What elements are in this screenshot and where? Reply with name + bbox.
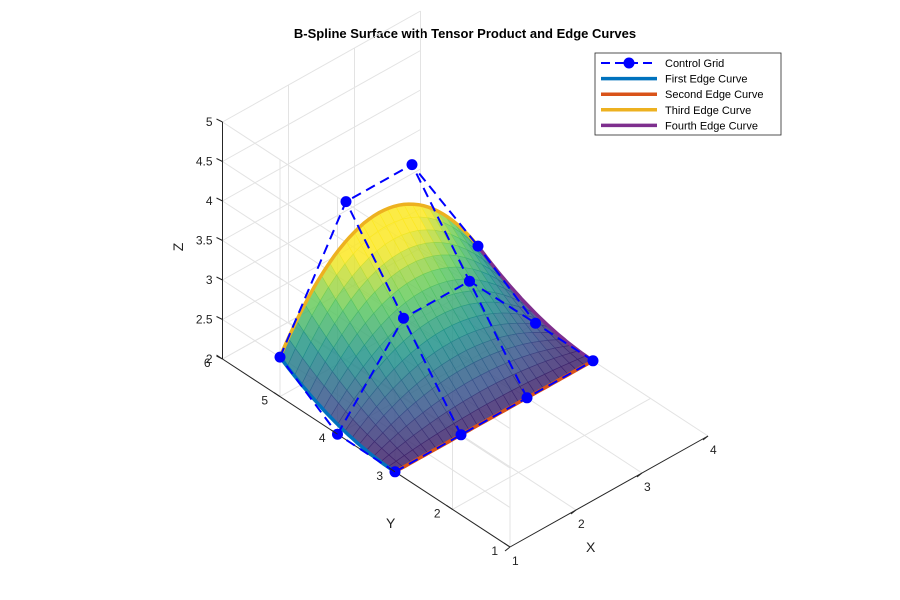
legend[interactable]: Control Grid First Edge Curve Second Edge …	[594, 52, 782, 136]
control-point	[530, 317, 541, 329]
z-tick-label: 3.5	[196, 234, 213, 248]
z-tick-label: 2.5	[196, 313, 213, 327]
control-point	[340, 196, 352, 208]
chart-title: B-Spline Surface with Tensor Product and…	[294, 26, 636, 41]
y-tick-label: 6	[204, 356, 211, 370]
z-tick-label: 4	[206, 194, 213, 208]
legend-entry-label: Control Grid	[665, 58, 724, 70]
grid-line-z-back	[222, 89, 421, 202]
legend-entry-label: Third Edge Curve	[665, 105, 751, 117]
x-tick-mark	[570, 509, 577, 515]
y-tick-mark	[331, 429, 338, 435]
control-point	[587, 355, 599, 367]
y-tick-label: 1	[491, 544, 498, 558]
x-tick-label: 3	[644, 480, 651, 494]
legend-marker	[623, 57, 635, 69]
z-tick-label: 3	[206, 273, 213, 287]
z-tick-mark	[216, 355, 223, 360]
z-tick-label: 4.5	[196, 155, 213, 169]
y-tick-mark	[446, 504, 453, 510]
x-tick-label: 2	[578, 517, 585, 531]
legend-entry-label: First Edge Curve	[665, 74, 748, 86]
control-grid	[274, 159, 599, 478]
control-grid-line	[336, 280, 537, 435]
control-point	[521, 392, 533, 404]
z-tick-mark	[216, 158, 223, 162]
y-tick-mark	[273, 392, 281, 398]
z-tick-mark	[216, 197, 223, 202]
z-tick-label: 2	[206, 352, 213, 366]
z-tick-mark	[216, 237, 223, 241]
x-tick-label: 4	[710, 443, 717, 457]
y-tick-label: 2	[434, 506, 441, 520]
y-tick-label: 3	[376, 469, 383, 483]
control-point	[455, 429, 467, 441]
control-point	[274, 351, 286, 363]
y-tick-label: 5	[261, 394, 268, 408]
edge-curve-3	[278, 202, 480, 359]
x-tick-mark	[702, 435, 709, 441]
x-tick-mark	[504, 546, 511, 552]
y-tick-mark	[503, 542, 511, 548]
z-tick-mark	[216, 316, 223, 320]
control-grid-line	[279, 163, 479, 358]
y-tick-mark	[388, 467, 396, 473]
control-point	[464, 275, 475, 287]
x-axis-line	[509, 435, 709, 548]
legend-entry-label: Fourth Edge Curve	[665, 120, 758, 132]
control-point	[398, 312, 409, 324]
x-tick-mark	[636, 472, 643, 478]
y-tick-label: 4	[319, 431, 326, 445]
legend-entry-label: Second Edge Curve	[665, 89, 763, 101]
z-tick-label: 5	[206, 115, 213, 129]
x-axis-label: X	[586, 539, 596, 555]
grid-line-z-back	[222, 10, 421, 123]
y-axis-label: Y	[386, 515, 396, 531]
x-tick-label: 1	[512, 554, 519, 568]
z-axis-label: Z	[170, 242, 186, 251]
z-tick-mark	[216, 276, 223, 281]
z-tick-mark	[216, 118, 223, 123]
grid-line-z-back	[222, 50, 421, 162]
control-point	[472, 240, 484, 252]
control-grid-line	[394, 359, 594, 473]
control-point	[406, 159, 418, 171]
bspline-surface	[279, 203, 594, 473]
